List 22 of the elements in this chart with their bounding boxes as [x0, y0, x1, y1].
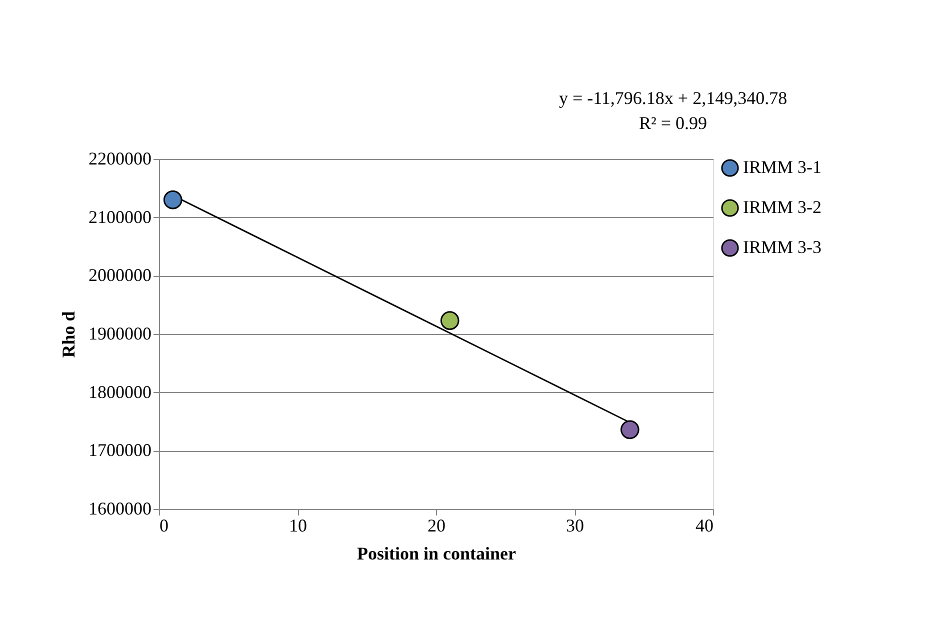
x-tick-label: 10 — [289, 516, 307, 536]
y-tick-label: 1800000 — [88, 382, 152, 402]
point — [620, 420, 640, 440]
legend-label: IRMM 3-3 — [743, 237, 822, 257]
point — [163, 190, 182, 210]
y-tick-label: 2000000 — [88, 265, 152, 286]
y-tick-label: 2100000 — [88, 206, 152, 227]
y-tick-label: 1600000 — [88, 498, 152, 518]
x-tick-label: 20 — [428, 516, 446, 536]
x-axis-title: Position in container — [356, 544, 516, 564]
y-tick-label: 1900000 — [88, 324, 152, 344]
x-tick-label: 40 — [696, 516, 714, 536]
legend-label: IRMM 3-1 — [743, 157, 822, 177]
x-tick-label: 30 — [566, 516, 584, 536]
y-tick-label: 1700000 — [88, 440, 152, 460]
text: y = -11,796.18x + 2,149,340.78 — [558, 88, 788, 108]
y-tick-label: 2200000 — [88, 148, 152, 168]
point — [440, 311, 460, 330]
y-axis-title: Rho d — [58, 311, 78, 358]
x-tick-label: 0 — [160, 516, 168, 536]
text: R² = 0.99 — [638, 113, 708, 133]
legend-label: IRMM 3-2 — [743, 197, 822, 217]
